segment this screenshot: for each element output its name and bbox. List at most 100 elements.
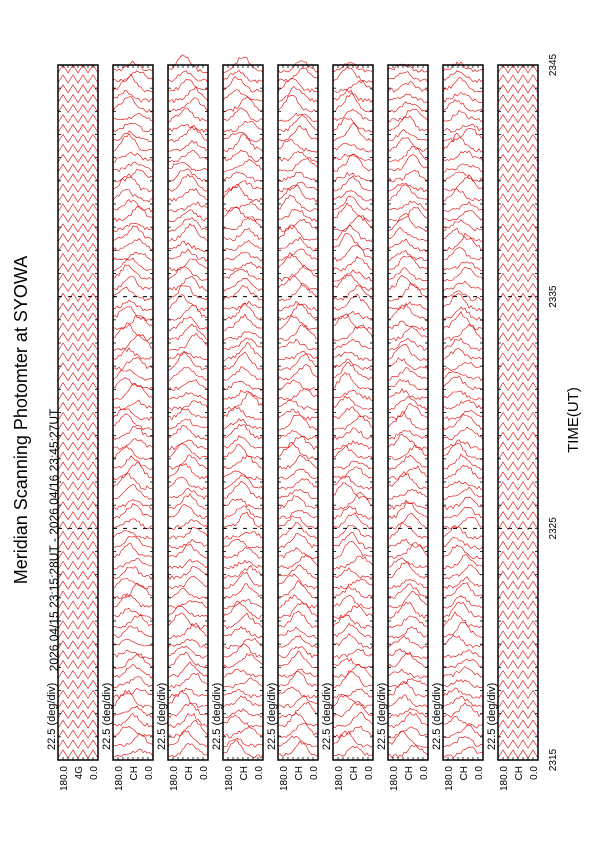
channel-label: CH [349, 766, 360, 780]
trace [442, 649, 484, 659]
channel-label: CH [404, 766, 415, 780]
trace [112, 499, 154, 511]
trace [442, 464, 484, 479]
trace [112, 376, 154, 390]
trace [387, 154, 429, 172]
trace [442, 480, 484, 490]
trace [57, 302, 99, 312]
trace [277, 414, 319, 431]
trace [387, 81, 429, 93]
trace [222, 251, 264, 262]
trace [277, 77, 319, 93]
scale-label: 22.5 (deg/div) [376, 683, 388, 750]
trace [112, 173, 154, 193]
axis-bottom-label: 0.0 [309, 766, 320, 780]
trace [332, 694, 374, 709]
trace [112, 151, 154, 163]
trace [387, 145, 429, 162]
trace [442, 702, 484, 718]
trace [442, 516, 484, 530]
trace [387, 615, 429, 629]
trace [222, 444, 264, 460]
trace [332, 614, 374, 629]
trace [497, 660, 539, 670]
trace [222, 725, 264, 739]
axis-bottom-label: 0.0 [254, 766, 265, 780]
trace [497, 729, 539, 739]
trace [167, 78, 209, 92]
trace [57, 312, 99, 322]
trace [332, 372, 374, 391]
panel-frame [57, 64, 99, 761]
trace [442, 375, 484, 391]
trace [442, 371, 484, 382]
trace [277, 515, 319, 529]
trace [387, 445, 429, 461]
chart-title: Meridian Scanning Photomter at SYOWA [11, 256, 31, 584]
trace [442, 544, 483, 560]
trace [497, 650, 539, 660]
trace [277, 324, 319, 341]
trace [332, 482, 374, 501]
trace [497, 590, 539, 600]
trace [332, 215, 374, 231]
trace [277, 686, 319, 699]
trace [443, 348, 484, 360]
trace [387, 101, 429, 113]
trace [277, 441, 319, 461]
trace [57, 183, 99, 193]
trace [167, 493, 209, 510]
trace [442, 666, 484, 679]
trace [222, 216, 264, 231]
trace [277, 94, 319, 113]
trace [387, 250, 429, 262]
trace [167, 622, 209, 640]
panel [167, 54, 209, 761]
trace [277, 454, 319, 470]
trace [332, 701, 374, 718]
trace [112, 357, 154, 371]
trace [387, 591, 429, 609]
trace [222, 714, 264, 728]
trace [57, 173, 99, 183]
trace [167, 729, 209, 748]
trace [497, 104, 539, 114]
trace [387, 367, 429, 381]
trace [387, 71, 429, 83]
trace [167, 107, 209, 123]
trace [387, 182, 429, 193]
trace [497, 153, 539, 163]
trace [497, 679, 539, 690]
trace [332, 415, 374, 431]
trace [387, 255, 429, 270]
trace [277, 626, 319, 639]
axis-bottom-label: 0.0 [419, 766, 430, 780]
trace [57, 739, 99, 749]
trace [57, 431, 99, 441]
trace [222, 380, 264, 392]
trace [332, 293, 374, 311]
trace [167, 54, 209, 74]
trace [222, 583, 264, 599]
trace [57, 84, 99, 94]
trace [332, 390, 374, 401]
trace [57, 243, 99, 253]
trace [112, 222, 154, 233]
trace [497, 689, 539, 699]
trace [332, 284, 374, 301]
trace [57, 491, 99, 501]
trace [497, 640, 539, 650]
trace [277, 468, 319, 480]
trace [497, 630, 539, 640]
trace [497, 749, 539, 759]
trace [277, 547, 319, 560]
trace [57, 660, 99, 670]
trace [277, 181, 319, 193]
trace [222, 120, 264, 133]
trace [113, 70, 154, 82]
trace [222, 268, 264, 280]
trace [277, 430, 319, 441]
trace [167, 672, 208, 689]
panel-frame [387, 64, 429, 761]
trace [332, 244, 374, 262]
